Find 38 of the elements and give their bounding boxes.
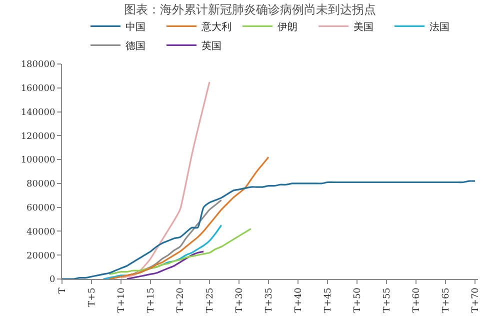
y-tick-label: 180000	[20, 60, 56, 70]
line-series	[108, 228, 252, 276]
legend-label: 德国	[126, 41, 146, 52]
line-series	[62, 180, 476, 279]
x-tick-label: T+5	[87, 287, 98, 307]
x-tick-label: T+20	[176, 287, 186, 313]
x-tick-label: T+70	[470, 287, 481, 313]
legend-label: 中国	[126, 21, 146, 34]
x-tick-label: T+55	[382, 287, 392, 313]
y-tick-label: 140000	[20, 108, 56, 118]
x-tick-label: T+30	[234, 287, 245, 313]
y-tick-label: 0	[49, 275, 56, 286]
chart-title: 图表：海外累计新冠肺炎确诊病例尚未到达拐点	[124, 2, 376, 16]
x-tick-label: T+25	[205, 287, 216, 313]
line-series	[120, 81, 210, 279]
x-tick-label: T+40	[294, 287, 304, 313]
x-tick-label: T+35	[264, 287, 274, 313]
x-tick-label: T	[58, 288, 68, 294]
y-tick-label: 20000	[26, 251, 56, 262]
y-tick-label: 40000	[26, 227, 56, 238]
y-tick-label: 100000	[20, 156, 56, 166]
line-series	[126, 250, 204, 279]
x-tick-label: T+15	[146, 287, 156, 313]
x-tick-label: T+65	[441, 287, 452, 313]
y-tick-label: 80000	[26, 180, 56, 190]
x-tick-label: T+45	[323, 287, 334, 313]
x-tick-label: T+50	[352, 287, 363, 313]
x-tick-label: T+60	[412, 287, 422, 313]
y-tick-label: 60000	[26, 203, 56, 214]
y-tick-label: 120000	[20, 132, 56, 142]
legend-label: 英国	[202, 40, 222, 52]
x-tick-label: T+10	[116, 287, 127, 313]
y-tick-label: 160000	[20, 84, 56, 94]
legend-label: 美国	[354, 21, 374, 34]
legend-label: 法国	[430, 21, 450, 34]
legend-label: 意大利	[200, 21, 232, 34]
line-series	[108, 156, 270, 279]
legend-label: 伊朗	[278, 21, 298, 34]
